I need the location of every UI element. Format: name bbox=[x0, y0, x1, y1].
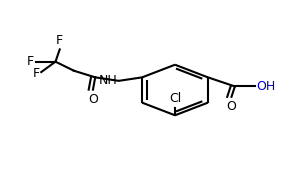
Text: OH: OH bbox=[256, 80, 275, 93]
Text: F: F bbox=[27, 55, 34, 68]
Text: F: F bbox=[56, 35, 63, 47]
Text: Cl: Cl bbox=[169, 92, 181, 105]
Text: NH: NH bbox=[99, 74, 118, 87]
Text: F: F bbox=[33, 67, 40, 80]
Text: O: O bbox=[227, 100, 236, 113]
Text: O: O bbox=[88, 93, 98, 106]
